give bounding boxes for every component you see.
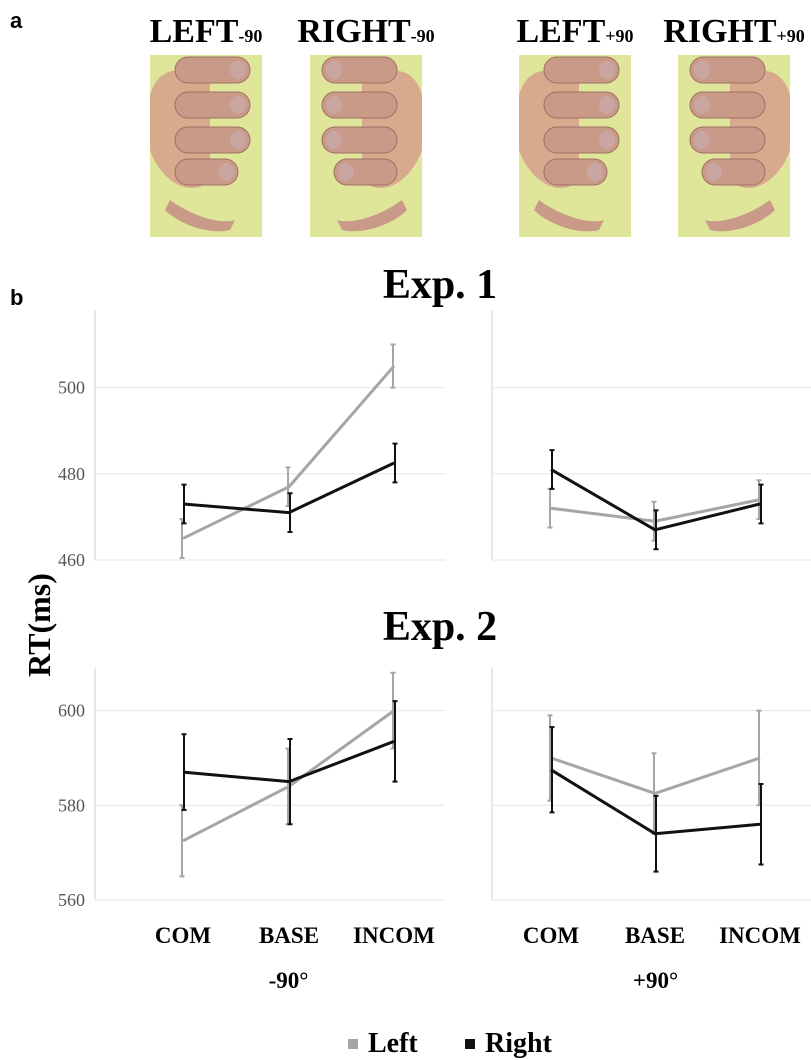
finger (689, 56, 766, 84)
finger (321, 56, 398, 84)
thumb (165, 200, 235, 232)
finger (543, 91, 620, 119)
nail (326, 131, 342, 149)
nail (694, 61, 710, 79)
error-bar (181, 483, 187, 525)
error-bar (287, 738, 293, 826)
legend-label: Right (485, 1028, 553, 1059)
nail (599, 61, 615, 79)
finger (543, 56, 620, 84)
hand-label-main: LEFT (150, 13, 239, 50)
hand-label: LEFT-90 (150, 13, 263, 50)
hand-label-main: RIGHT (663, 13, 777, 50)
panel-label: b (10, 285, 23, 310)
nail (587, 163, 603, 181)
finger (174, 126, 251, 154)
error-bar (758, 483, 764, 525)
error-bar (653, 509, 659, 551)
nail (599, 96, 615, 114)
y-tick-label: 600 (58, 701, 85, 721)
y-tick-label: 500 (58, 378, 85, 398)
nail (599, 131, 615, 149)
nail (338, 163, 354, 181)
hand-image (519, 56, 620, 232)
finger (689, 126, 766, 154)
error-bar (390, 343, 396, 389)
error-bar (392, 700, 398, 783)
x-axis-label: +90° (633, 968, 678, 993)
x-tick-label: INCOM (353, 923, 435, 948)
thumb (705, 200, 775, 232)
hand-label-main: RIGHT (297, 13, 411, 50)
error-bar (758, 783, 764, 866)
x-tick-label: INCOM (719, 923, 801, 948)
nail (230, 131, 246, 149)
nail (706, 163, 722, 181)
hand-label-main: LEFT (516, 13, 605, 50)
hand-image (321, 56, 422, 232)
legend-swatch (465, 1039, 475, 1049)
error-bar (653, 794, 659, 873)
chart-title: Exp. 1 (383, 262, 497, 308)
finger (174, 91, 251, 119)
error-bar (549, 449, 555, 490)
error-bar (181, 733, 187, 812)
finger (689, 91, 766, 119)
y-tick-label: 580 (58, 795, 85, 815)
hand-label: RIGHT-90 (297, 13, 434, 50)
hand-label-sub: -90 (411, 26, 435, 46)
y-tick-label: 480 (58, 464, 85, 484)
nail (326, 61, 342, 79)
finger (174, 56, 251, 84)
x-tick-label: BASE (625, 923, 685, 948)
legend-label: Left (368, 1028, 418, 1059)
hand-label-sub: +90 (605, 26, 633, 46)
hand-label-sub: -90 (238, 26, 262, 46)
x-axis-label: -90° (269, 968, 309, 993)
nail (230, 96, 246, 114)
finger (321, 126, 398, 154)
error-bar (287, 492, 293, 533)
panel-label: a (10, 8, 23, 33)
nail (230, 61, 246, 79)
legend-swatch (348, 1039, 358, 1049)
finger (321, 91, 398, 119)
error-bar (549, 726, 555, 814)
x-tick-label: BASE (259, 923, 319, 948)
y-axis-label: RT(ms) (21, 573, 57, 677)
finger (543, 126, 620, 154)
y-tick-label: 560 (58, 890, 85, 910)
error-bar (392, 442, 398, 484)
nail (326, 96, 342, 114)
hand-image (689, 56, 790, 232)
hand-label: LEFT+90 (516, 13, 633, 50)
hand-image (150, 56, 251, 232)
nail (218, 163, 234, 181)
chart-title: Exp. 2 (383, 604, 497, 650)
hand-label: RIGHT+90 (663, 13, 805, 50)
y-tick-label: 460 (58, 550, 85, 570)
thumb (337, 200, 407, 232)
nail (694, 131, 710, 149)
nail (694, 96, 710, 114)
thumb (534, 200, 604, 232)
hand-label-sub: +90 (777, 26, 805, 46)
x-tick-label: COM (523, 923, 580, 948)
x-tick-label: COM (155, 923, 212, 948)
